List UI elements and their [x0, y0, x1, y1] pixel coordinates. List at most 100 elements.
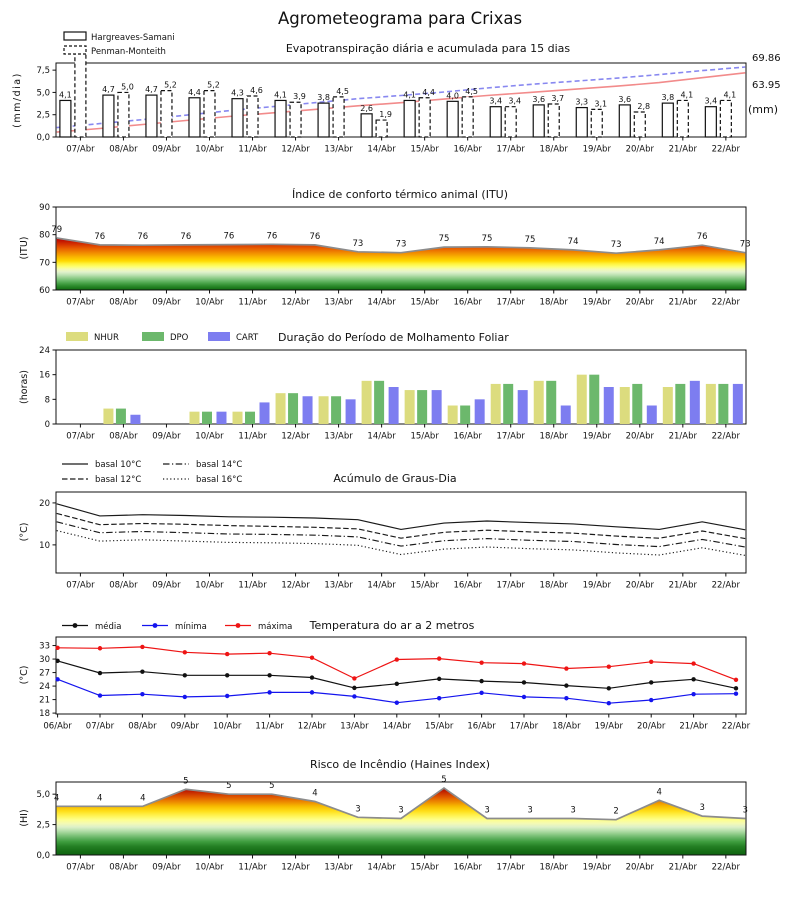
- x-tick-label: 11/Abr: [238, 298, 267, 308]
- temperature-marker: [733, 677, 739, 682]
- legend-label-media: média: [95, 621, 121, 632]
- legend-marker-media: [72, 623, 78, 628]
- y-tick-label: 70: [39, 258, 50, 268]
- x-tick-label: 17/Abr: [497, 145, 526, 155]
- point-value-label: 3: [743, 806, 748, 816]
- x-tick-label: 09/Abr: [152, 863, 181, 873]
- pm-bar: [418, 97, 431, 138]
- nhur-bar: [662, 387, 673, 424]
- graus-dia-ylabel: (°C): [19, 523, 30, 542]
- x-tick-label: 22/Abr: [712, 145, 741, 155]
- x-tick-label: 22/Abr: [712, 863, 741, 873]
- point-value-label: 76: [180, 232, 191, 242]
- x-tick-label: 10/Abr: [213, 722, 242, 732]
- molhamento-title: Duração do Período de Molhamento Foliar: [278, 331, 509, 344]
- graus-dia-title: Acúmulo de Graus-Dia: [333, 472, 456, 485]
- temperatura-ylabel: (°C): [19, 666, 30, 685]
- y-tick-label: 27: [39, 669, 50, 679]
- x-tick-label: 07/Abr: [66, 298, 95, 308]
- x-tick-label: 12/Abr: [281, 581, 310, 591]
- x-tick-label: 18/Abr: [552, 722, 581, 732]
- dpo-bar: [417, 390, 428, 424]
- pm-bar-label: 4,1: [680, 90, 693, 99]
- x-tick-label: 13/Abr: [324, 432, 353, 442]
- nhur-bar: [576, 374, 587, 424]
- legend-swatch-hargreaves: [63, 31, 87, 41]
- y-tick-label: 90: [39, 203, 50, 213]
- temperature-marker: [691, 691, 696, 697]
- evapo-legend: Hargreaves-Samani Penman-Monteith: [63, 31, 175, 57]
- x-tick-label: 15/Abr: [410, 863, 439, 873]
- nhur-bar: [232, 411, 243, 424]
- x-tick-label: 14/Abr: [367, 145, 396, 155]
- temperature-marker: [564, 683, 569, 688]
- pm-bar-label: 5,0: [121, 82, 134, 91]
- temperature-marker: [182, 694, 187, 700]
- temperature-marker: [479, 690, 484, 696]
- point-value-label: 73: [611, 240, 622, 250]
- temperatura-plot-area: 18 21 24 27 30 33 06/Abr 07/Abr 08/Abr 09/Abr 10/A…: [39, 636, 751, 732]
- temperature-marker: [140, 691, 145, 697]
- y-tick-label: 2,5: [36, 111, 50, 121]
- x-tick-label: 08/Abr: [109, 863, 138, 873]
- point-value-label: 3: [355, 804, 360, 814]
- temperature-marker: [479, 678, 484, 684]
- temperature-marker: [352, 694, 357, 699]
- x-tick-label: 18/Abr: [540, 432, 569, 442]
- x-tick-label: 19/Abr: [583, 432, 612, 442]
- point-value-label: 4: [140, 793, 145, 803]
- pm-bar: [676, 99, 689, 138]
- point-value-label: 73: [353, 239, 364, 249]
- point-value-label: 76: [94, 232, 105, 242]
- temperature-marker: [394, 681, 399, 687]
- point-value-label: 76: [309, 232, 320, 242]
- legend-swatch-nhur: [66, 332, 88, 341]
- x-tick-label: 07/Abr: [66, 581, 95, 591]
- plot-frame: [55, 491, 747, 574]
- hs-bar: [618, 104, 631, 138]
- x-tick-label: 07/Abr: [66, 432, 95, 442]
- hs-bar-label: 3,8: [661, 93, 674, 102]
- temperature-marker: [521, 661, 527, 666]
- molhamento-plot-area: 0 8 16 24 07/Abr 08/Abr 09/Abr 10/Abr 11/Abr 12/A…: [39, 346, 747, 442]
- point-value-label: 3: [484, 806, 489, 816]
- hs-bar: [489, 106, 502, 138]
- x-tick-label: 07/Abr: [66, 145, 95, 155]
- point-value-label: 74: [654, 237, 665, 247]
- pm-bar-label: 1,9: [379, 110, 392, 119]
- legend-label-nhur: NHUR: [94, 333, 119, 343]
- molhamento-legend: NHUR DPO CART: [66, 332, 259, 343]
- x-tick-label: 12/Abr: [281, 298, 310, 308]
- legend-label-cart: CART: [236, 333, 259, 343]
- degreeday-line-dashdot: [56, 521, 746, 548]
- cart-bar: [345, 399, 356, 424]
- cart-bar: [474, 399, 485, 424]
- panel-evapotranspiration: 0,0 2,5 5,0 7,5 07/Abr 08/Abr 09/Abr 10/Abr 11/A…: [12, 31, 781, 155]
- x-tick-label: 07/Abr: [86, 722, 115, 732]
- temperatura-title: Temperatura do ar a 2 metros: [309, 619, 475, 632]
- legend-marker-minima: [152, 623, 158, 628]
- y-tick-label: 0,0: [36, 133, 50, 143]
- temperature-marker: [55, 677, 60, 682]
- risk-curve: [56, 237, 746, 255]
- pm-bar: [246, 95, 259, 138]
- nhur-bar: [404, 390, 415, 424]
- x-tick-label: 16/Abr: [453, 145, 482, 155]
- temperature-marker: [394, 657, 399, 662]
- x-tick-label: 21/Abr: [669, 432, 698, 442]
- nhur-bar: [490, 383, 501, 424]
- hs-bar: [575, 106, 588, 138]
- molhamento-ylabel: (horas): [19, 370, 30, 404]
- temperature-marker: [309, 690, 315, 695]
- hs-bar-label: 3,8: [317, 93, 330, 102]
- x-tick-label: 17/Abr: [497, 581, 526, 591]
- nhur-bar: [361, 380, 372, 424]
- point-value-label: 76: [223, 232, 234, 242]
- temperature-line-máxima: [57, 646, 737, 681]
- hs-bar: [59, 99, 72, 138]
- point-value-label: 76: [266, 231, 277, 241]
- x-tick-label: 18/Abr: [540, 863, 569, 873]
- hs-bar-label: 4,7: [145, 85, 158, 94]
- point-value-label: 76: [697, 232, 708, 242]
- hs-bar-label: 4,7: [102, 85, 115, 94]
